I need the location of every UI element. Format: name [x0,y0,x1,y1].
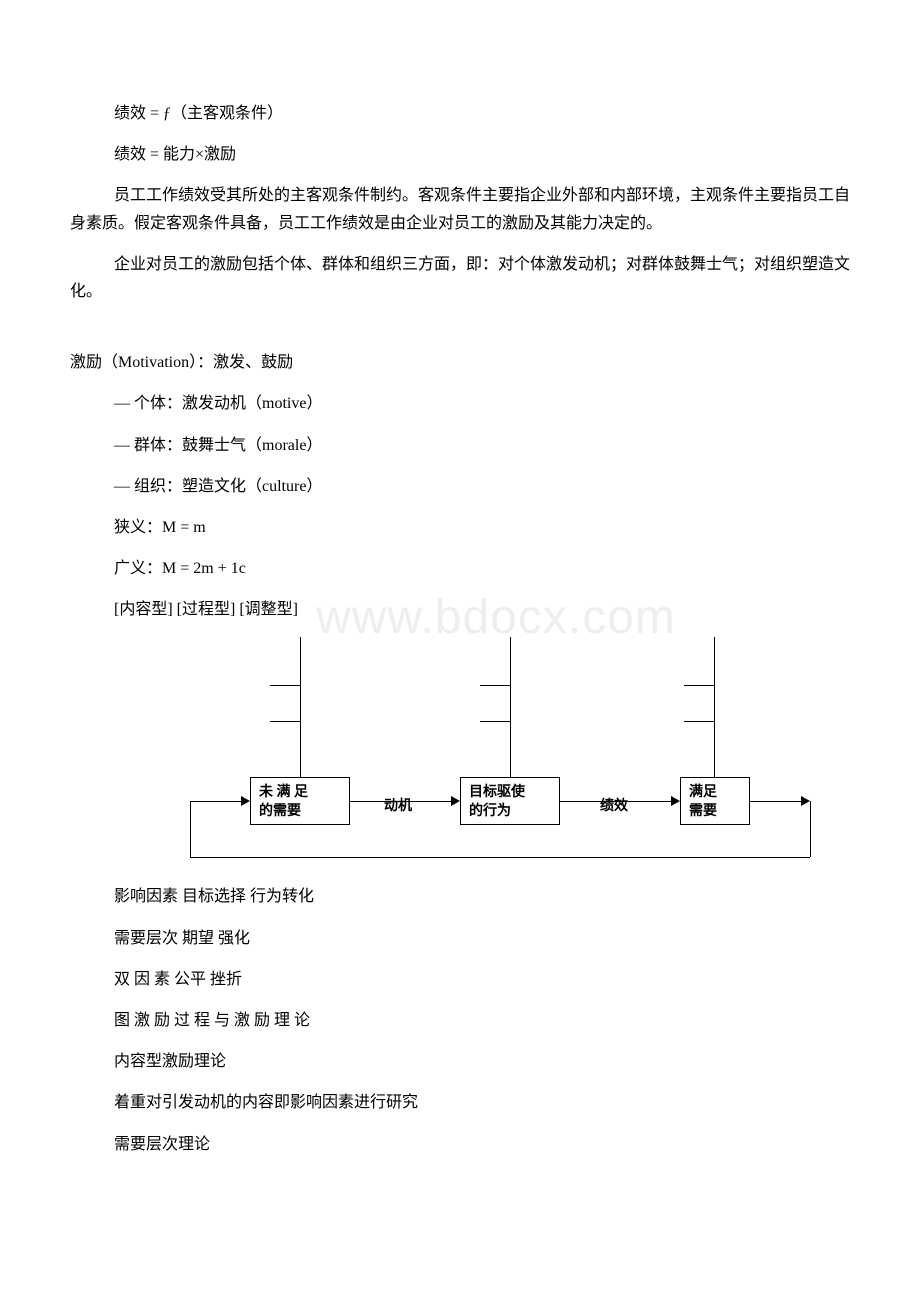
paragraph: 着重对引发动机的内容即影响因素进行研究 [70,1089,850,1116]
paragraph: 激励（Motivation）：激发、鼓励 [70,349,850,376]
paragraph: 影响因素 目标选择 行为转化 [70,883,850,910]
motivation-flow-diagram: 未 满 足的需要 目标驱使的行为 满足需要 动机 绩效 [130,637,830,877]
paragraph: — 群体：鼓舞士气（morale） [70,432,850,459]
document-body: 绩效 = ƒ（主客观条件） 绩效 = 能力×激励 员工工作绩效受其所处的主客观条… [70,100,850,1158]
paragraph: [内容型] [过程型] [调整型] [70,596,850,623]
paragraph: 广义：M = 2m + 1c [70,555,850,582]
flow-node: 满足需要 [680,777,750,825]
paragraph: 双 因 素 公平 挫折 [70,966,850,993]
paragraph: 绩效 = ƒ（主客观条件） [70,100,850,127]
paragraph: 绩效 = 能力×激励 [70,141,850,168]
paragraph: 狭义：M = m [70,514,850,541]
paragraph: 企业对员工的激励包括个体、群体和组织三方面，即：对个体激发动机；对群体鼓舞士气；… [70,251,850,305]
paragraph: 图 激 励 过 程 与 激 励 理 论 [70,1007,850,1034]
flow-node: 未 满 足的需要 [250,777,350,825]
paragraph: — 个体：激发动机（motive） [70,390,850,417]
paragraph: 员工工作绩效受其所处的主客观条件制约。客观条件主要指企业外部和内部环境，主观条件… [70,182,850,236]
paragraph: — 组织：塑造文化（culture） [70,473,850,500]
paragraph: 需要层次 期望 强化 [70,925,850,952]
flow-label: 绩效 [600,795,628,815]
paragraph: 需要层次理论 [70,1131,850,1158]
flow-node: 目标驱使的行为 [460,777,560,825]
flow-label: 动机 [384,795,412,815]
paragraph: 内容型激励理论 [70,1048,850,1075]
